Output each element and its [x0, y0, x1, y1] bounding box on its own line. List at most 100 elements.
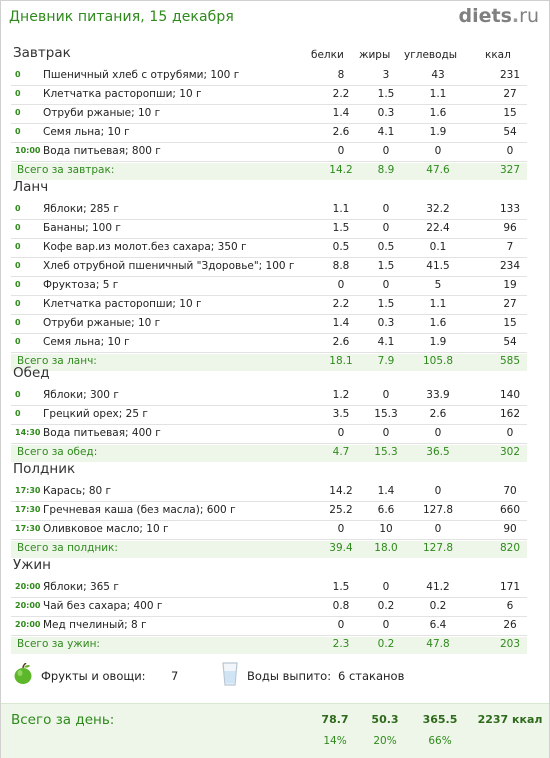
kcal-value: 15: [503, 317, 517, 329]
total-fat: 15.3: [374, 446, 398, 458]
carbs-value: 2.6: [429, 408, 447, 420]
fat-value: 0: [382, 279, 390, 291]
food-row[interactable]: 0 Фруктоза; 5 г 0 0 5 19: [11, 277, 527, 296]
food-row[interactable]: 10:00 Вода питьевая; 800 г 0 0 0 0: [11, 143, 527, 162]
fat-value: 0.3: [377, 107, 395, 119]
fat-value: 4.1: [377, 336, 395, 348]
food-row[interactable]: 0 Грецкий орех; 25 г 3.5 15.3 2.6 162: [11, 406, 527, 425]
kcal-value: 133: [499, 203, 521, 215]
carbs-value: 1.6: [429, 107, 447, 119]
food-name[interactable]: Семя льна; 10 г: [43, 336, 130, 348]
food-name[interactable]: Бананы; 100 г: [43, 222, 121, 234]
fat-value: 4.1: [377, 126, 395, 138]
carbs-value: 1.9: [429, 126, 447, 138]
food-row[interactable]: 17:30 Оливковое масло; 10 г 0 10 0 90: [11, 521, 527, 540]
logo-main: diets: [458, 5, 512, 27]
food-row[interactable]: 0 Отруби ржаные; 10 г 1.4 0.3 1.6 15: [11, 105, 527, 124]
food-name[interactable]: Кофе вар.из молот.без сахара; 350 г: [43, 241, 247, 253]
day-fat: 50.3: [371, 713, 399, 726]
fat-value: 0: [382, 145, 390, 157]
meal-total-row: Всего за завтрак: 14.2 8.9 47.6 327: [11, 163, 527, 180]
food-name[interactable]: Отруби ржаные; 10 г: [43, 107, 161, 119]
meal-time: 17:30: [15, 524, 41, 533]
food-row[interactable]: 0 Семя льна; 10 г 2.6 4.1 1.9 54: [11, 334, 527, 353]
food-row[interactable]: 0 Яблоки; 300 г 1.2 0 33.9 140: [11, 387, 527, 406]
total-kcal: 820: [499, 542, 521, 554]
food-row[interactable]: 20:00 Мед пчелиный; 8 г 0 0 6.4 26: [11, 617, 527, 636]
meal-total-label: Всего за обед:: [17, 446, 98, 458]
carbs-value: 43: [431, 69, 445, 81]
total-protein: 4.7: [332, 446, 350, 458]
carbs-value: 1.9: [429, 336, 447, 348]
food-name[interactable]: Клетчатка расторопши; 10 г: [43, 88, 202, 100]
protein-value: 2.6: [332, 126, 350, 138]
fat-value: 6.6: [377, 504, 395, 516]
meal-time: 0: [15, 337, 21, 346]
carbs-value: 22.4: [426, 222, 450, 234]
meal-total-label: Всего за завтрак:: [17, 164, 115, 176]
kcal-value: 162: [499, 408, 521, 420]
total-fat: 0.2: [377, 638, 395, 650]
food-name[interactable]: Клетчатка расторопши; 10 г: [43, 298, 202, 310]
carbs-value: 32.2: [426, 203, 450, 215]
food-row[interactable]: 0 Семя льна; 10 г 2.6 4.1 1.9 54: [11, 124, 527, 143]
food-row[interactable]: 20:00 Чай без сахара; 400 г 0.8 0.2 0.2 6: [11, 598, 527, 617]
site-logo[interactable]: diets.ru: [459, 5, 539, 27]
food-name[interactable]: Чай без сахара; 400 г: [43, 600, 163, 612]
fat-value: 0.3: [377, 317, 395, 329]
carbs-value: 0.1: [429, 241, 447, 253]
food-name[interactable]: Семя льна; 10 г: [43, 126, 130, 138]
carbs-value: 1.1: [429, 298, 447, 310]
food-row[interactable]: 20:00 Яблоки; 365 г 1.5 0 41.2 171: [11, 579, 527, 598]
food-row[interactable]: 17:30 Карась; 80 г 14.2 1.4 0 70: [11, 483, 527, 502]
food-row[interactable]: 0 Клетчатка расторопши; 10 г 2.2 1.5 1.1 27: [11, 86, 527, 105]
carbs-value: 0.2: [429, 600, 447, 612]
protein-value: 1.5: [332, 222, 350, 234]
day-protein-pct: 14%: [323, 735, 347, 747]
food-name[interactable]: Хлеб отрубной пшеничный "Здоровье"; 100 …: [43, 260, 295, 272]
kcal-value: 90: [503, 523, 517, 535]
fat-value: 0: [382, 427, 390, 439]
protein-value: 0: [337, 619, 345, 631]
food-name[interactable]: Карась; 80 г: [43, 485, 112, 497]
logo-dot: .: [511, 5, 520, 27]
meal-time: 0: [15, 89, 21, 98]
food-name[interactable]: Грецкий орех; 25 г: [43, 408, 148, 420]
total-kcal: 585: [499, 355, 521, 367]
meal-time: 0: [15, 127, 21, 136]
food-row[interactable]: 0 Пшеничный хлеб с отрубями; 100 г 8 3 43 231: [11, 67, 527, 86]
food-row[interactable]: 0 Отруби ржаные; 10 г 1.4 0.3 1.6 15: [11, 315, 527, 334]
food-row[interactable]: 0 Клетчатка расторопши; 10 г 2.2 1.5 1.1 27: [11, 296, 527, 315]
total-fat: 7.9: [377, 355, 395, 367]
food-row[interactable]: 0 Бананы; 100 г 1.5 0 22.4 96: [11, 220, 527, 239]
protein-value: 1.2: [332, 389, 350, 401]
food-name[interactable]: Вода питьевая; 800 г: [43, 145, 161, 157]
food-name[interactable]: Оливковое масло; 10 г: [43, 523, 169, 535]
protein-value: 2.2: [332, 298, 350, 310]
kcal-value: 231: [499, 69, 521, 81]
food-name[interactable]: Яблоки; 300 г: [43, 389, 119, 401]
kcal-value: 171: [499, 581, 521, 593]
kcal-value: 54: [503, 126, 517, 138]
food-name[interactable]: Вода питьевая; 400 г: [43, 427, 161, 439]
food-row[interactable]: 14:30 Вода питьевая; 400 г 0 0 0 0: [11, 425, 527, 444]
protein-value: 0.8: [332, 600, 350, 612]
protein-value: 0: [337, 145, 345, 157]
food-row[interactable]: 17:30 Гречневая каша (без масла); 600 г 25…: [11, 502, 527, 521]
food-name[interactable]: Гречневая каша (без масла); 600 г: [43, 504, 236, 516]
food-name[interactable]: Отруби ржаные; 10 г: [43, 317, 161, 329]
food-name[interactable]: Яблоки; 365 г: [43, 581, 119, 593]
food-name[interactable]: Яблоки; 285 г: [43, 203, 119, 215]
food-row[interactable]: 0 Хлеб отрубной пшеничный "Здоровье"; 100…: [11, 258, 527, 277]
food-row[interactable]: 0 Яблоки; 285 г 1.1 0 32.2 133: [11, 201, 527, 220]
total-kcal: 203: [499, 638, 521, 650]
meal-time: 17:30: [15, 486, 41, 495]
food-name[interactable]: Пшеничный хлеб с отрубями; 100 г: [43, 69, 240, 81]
food-row[interactable]: 0 Кофе вар.из молот.без сахара; 350 г 0.5 0…: [11, 239, 527, 258]
meal-total-row: Всего за ужин: 2.3 0.2 47.8 203: [11, 637, 527, 654]
meal-time: 0: [15, 318, 21, 327]
food-name[interactable]: Мед пчелиный; 8 г: [43, 619, 147, 631]
day-carbs-pct: 66%: [428, 735, 452, 747]
food-name[interactable]: Фруктоза; 5 г: [43, 279, 119, 291]
